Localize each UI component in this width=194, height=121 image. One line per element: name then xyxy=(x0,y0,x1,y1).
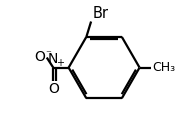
Text: N: N xyxy=(48,52,58,66)
Text: CH₃: CH₃ xyxy=(152,61,176,74)
Text: Br: Br xyxy=(92,6,108,21)
Text: O: O xyxy=(48,82,59,96)
Text: ⁻: ⁻ xyxy=(46,49,51,59)
Text: O: O xyxy=(34,50,45,64)
Text: +: + xyxy=(56,58,64,68)
